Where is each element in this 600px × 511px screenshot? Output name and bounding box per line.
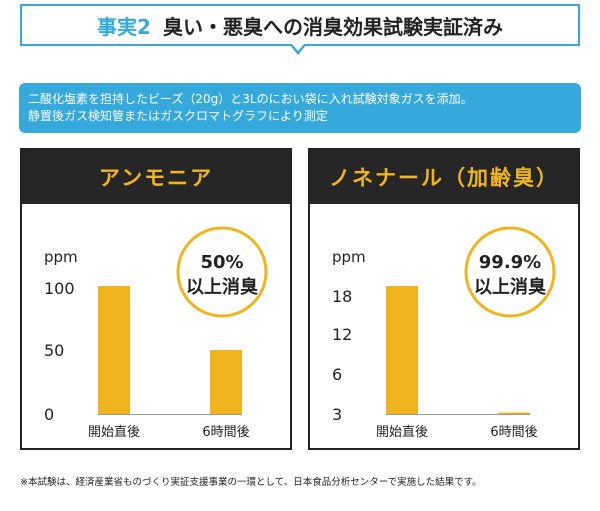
result-badge (464, 226, 556, 318)
info-line-1: 二酸化塩素を担持したビーズ（20g）と3Lのにおい袋に入れ試験対象ガスを添加。 (28, 92, 473, 106)
footnote: ※本試験は、経済産業省ものづくり実証支援事業の一環として、日本食品分析センターで… (20, 477, 482, 488)
bar-2 (498, 412, 530, 414)
badge-label: 以上消臭 (474, 276, 546, 298)
y-tick-label: 6 (332, 365, 342, 384)
badge-percent: 99.9% (479, 252, 541, 273)
title-box: 事実2 臭い・悪臭への消臭効果試験実証済み (20, 4, 580, 46)
chart-panel-ammonia: アンモニア ppm 100 50 0 開始直後 6時間後 50% 以上消臭 (20, 148, 292, 450)
info-box: 二酸化塩素を担持したビーズ（20g）と3Lのにおい袋に入れ試験対象ガスを添加。 … (19, 83, 581, 133)
x-tick-label: 開始直後 (376, 425, 428, 440)
badge-percent: 50% (200, 252, 243, 273)
chart-title-nonenal: ノネナール（加齢臭） (310, 150, 578, 204)
chart-nonenal: ppm 18 12 6 3 開始直後 6時間後 99.9% 以上消臭 (332, 226, 556, 440)
y-axis-label: ppm (332, 248, 366, 266)
bar-1 (98, 286, 130, 414)
y-tick-label: 18 (332, 287, 352, 306)
page-title: 臭い・悪臭への消臭効果試験実証済み (162, 14, 503, 39)
x-tick-label: 開始直後 (88, 425, 140, 440)
fact-tag: 事実2 (97, 14, 151, 39)
y-tick-label: 12 (332, 325, 352, 344)
chart-title-ammonia: アンモニア (22, 150, 290, 204)
x-tick-label: 6時間後 (202, 425, 249, 440)
bar-1 (386, 286, 418, 414)
y-tick-label: 100 (44, 279, 75, 298)
badge-label: 以上消臭 (186, 276, 258, 298)
bar-2 (210, 350, 242, 414)
chart-ammonia: ppm 100 50 0 開始直後 6時間後 50% 以上消臭 (44, 226, 268, 440)
y-axis-label: ppm (44, 248, 78, 266)
y-tick-label: 3 (332, 405, 342, 424)
result-badge (176, 226, 268, 318)
info-line-2: 静置後ガス検知管またはガスクロマトグラフにより測定 (28, 109, 328, 123)
y-tick-label: 0 (44, 405, 54, 424)
x-tick-label: 6時間後 (490, 425, 537, 440)
chart-panel-nonenal: ノネナール（加齢臭） ppm 18 12 6 3 開始直後 6時間後 99.9% 以上消臭 (308, 148, 580, 450)
y-tick-label: 50 (44, 341, 64, 360)
